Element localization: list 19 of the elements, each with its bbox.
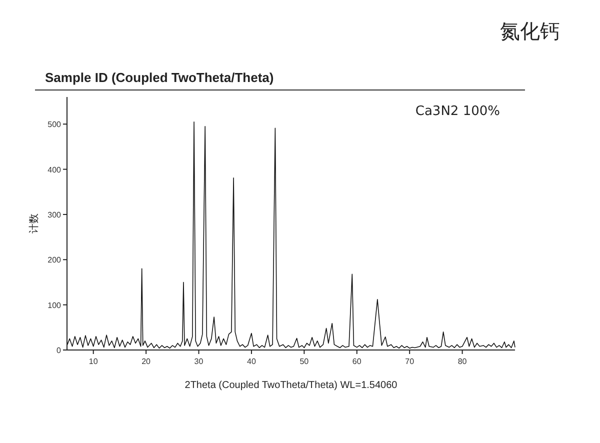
x-tick-label: 20 xyxy=(142,357,152,366)
y-tick-label: 400 xyxy=(48,165,62,174)
y-tick-label: 200 xyxy=(48,256,62,265)
x-tick-label: 60 xyxy=(352,357,362,366)
x-tick-label: 50 xyxy=(300,357,310,366)
y-tick-label: 100 xyxy=(48,300,62,310)
x-axis-title: 2Theta (Coupled TwoTheta/Theta) WL=1.54060 xyxy=(184,380,398,391)
x-tick-label: 70 xyxy=(405,357,415,366)
chart-title: Sample ID (Coupled TwoTheta/Theta) xyxy=(45,70,274,85)
y-axis-title: 计数 xyxy=(28,214,40,234)
annotation: Ca3N2 100% xyxy=(415,104,500,119)
x-tick-label: 30 xyxy=(194,357,204,366)
y-tick-label: 300 xyxy=(48,210,62,220)
x-tick-label: 10 xyxy=(88,357,98,366)
text: 氮化钙 xyxy=(500,19,560,43)
x-tick-label: 40 xyxy=(247,357,256,366)
x-tick-label: 80 xyxy=(458,357,468,366)
y-tick-label: 500 xyxy=(48,120,62,130)
y-tick-label: 0 xyxy=(56,346,62,355)
